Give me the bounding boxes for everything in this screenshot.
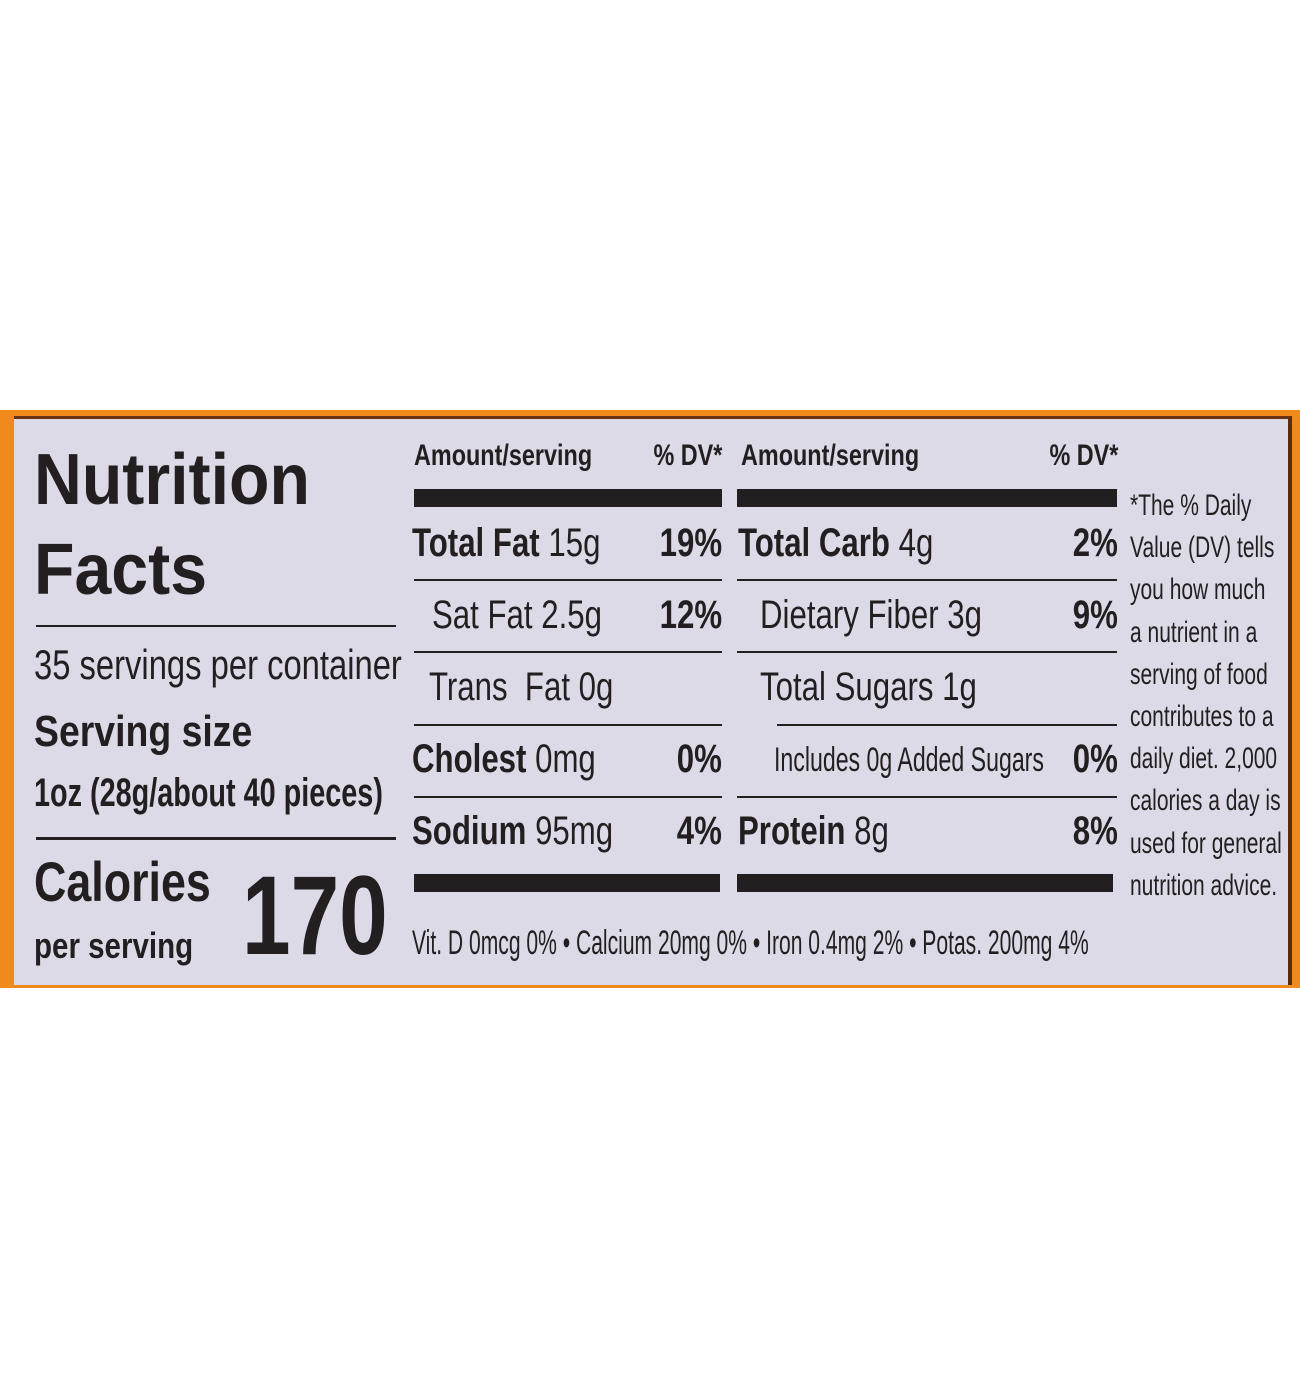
dv-cholesterol: 0% — [676, 737, 722, 781]
divider — [414, 651, 722, 653]
dv-total-fat: 19% — [659, 521, 722, 565]
divider — [777, 724, 1117, 726]
footnote-line: nutrition advice. — [1130, 868, 1278, 902]
dv-header-left: % DV* — [653, 439, 722, 472]
divider — [36, 625, 396, 627]
calories-label: Calories — [34, 850, 211, 913]
footnote-line: *The % Daily — [1130, 489, 1252, 522]
micronutrients: Vit. D 0mcg 0% • Calcium 20mg 0% • Iron … — [412, 924, 1089, 962]
dv-sodium: 4% — [676, 809, 722, 853]
divider — [414, 579, 722, 581]
amount-header-left: Amount/serving — [414, 439, 593, 472]
nutrient-protein: Protein 8g — [738, 809, 889, 853]
dv-protein: 8% — [1072, 809, 1118, 853]
divider — [36, 837, 396, 840]
amount-header-right: Amount/serving — [741, 439, 920, 472]
dv-sat-fat: 12% — [659, 593, 722, 637]
label-panel: Nutrition Facts 35 servings per containe… — [14, 416, 1292, 985]
nutrient-cholesterol: Cholest 0mg — [412, 737, 596, 781]
footnote-line: Value (DV) tells — [1130, 531, 1275, 565]
nutrient-trans-fat: Trans Fat 0g — [429, 665, 614, 709]
divider — [737, 796, 1117, 798]
nutrient-total-sugars: Total Sugars 1g — [760, 665, 977, 709]
footnote-line: used for general — [1130, 826, 1282, 860]
calories-value: 170 — [242, 853, 388, 978]
divider — [737, 651, 1117, 653]
footnote-line: serving of food — [1130, 657, 1268, 691]
servings-per-container: 35 servings per container — [34, 641, 402, 688]
title-line2: Facts — [34, 530, 208, 610]
nutrient-dietary-fiber: Dietary Fiber 3g — [760, 593, 982, 637]
divider — [737, 579, 1117, 581]
footnote-line: a nutrient in a — [1130, 615, 1258, 649]
divider — [414, 724, 722, 726]
calories-per-serving: per serving — [34, 925, 194, 966]
serving-size-label: Serving size — [34, 707, 253, 756]
nutrient-added-sugars: Includes 0g Added Sugars — [774, 741, 1044, 779]
serving-size-value: 1oz (28g/about 40 pieces) — [34, 771, 383, 815]
thick-bar — [737, 874, 1113, 892]
dv-header-right: % DV* — [1049, 439, 1118, 472]
nutrient-total-carb: Total Carb 4g — [738, 521, 934, 565]
thick-bar — [737, 489, 1117, 507]
nutrient-sodium: Sodium 95mg — [412, 809, 614, 853]
dv-total-carb: 2% — [1072, 521, 1118, 565]
dv-footnote: *The % Daily Value (DV) tells you how mu… — [1130, 485, 1290, 907]
nutrition-label: Nutrition Facts 35 servings per containe… — [0, 410, 1300, 988]
dv-added-sugars: 0% — [1072, 737, 1118, 781]
thick-bar — [414, 489, 722, 507]
thick-bar — [414, 874, 720, 892]
nutrient-sat-fat: Sat Fat 2.5g — [432, 593, 602, 637]
footnote-line: daily diet. 2,000 — [1130, 742, 1278, 776]
footnote-line: you how much — [1130, 573, 1266, 607]
title-line1: Nutrition — [34, 440, 310, 520]
footnote-line: contributes to a — [1130, 700, 1274, 734]
dv-dietary-fiber: 9% — [1072, 593, 1118, 637]
divider — [414, 796, 722, 798]
footnote-line: calories a day is — [1130, 784, 1281, 818]
nutrient-total-fat: Total Fat 15g — [412, 521, 601, 565]
